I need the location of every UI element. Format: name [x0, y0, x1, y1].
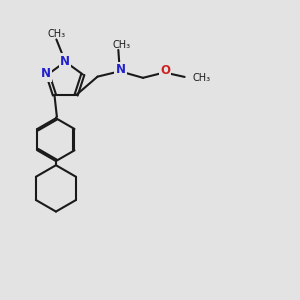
- Text: CH₃: CH₃: [193, 74, 211, 83]
- Text: N: N: [116, 63, 125, 76]
- Text: N: N: [60, 55, 70, 68]
- Text: N: N: [40, 68, 50, 80]
- Text: CH₃: CH₃: [47, 29, 65, 39]
- Text: O: O: [160, 64, 170, 77]
- Text: CH₃: CH₃: [112, 40, 130, 50]
